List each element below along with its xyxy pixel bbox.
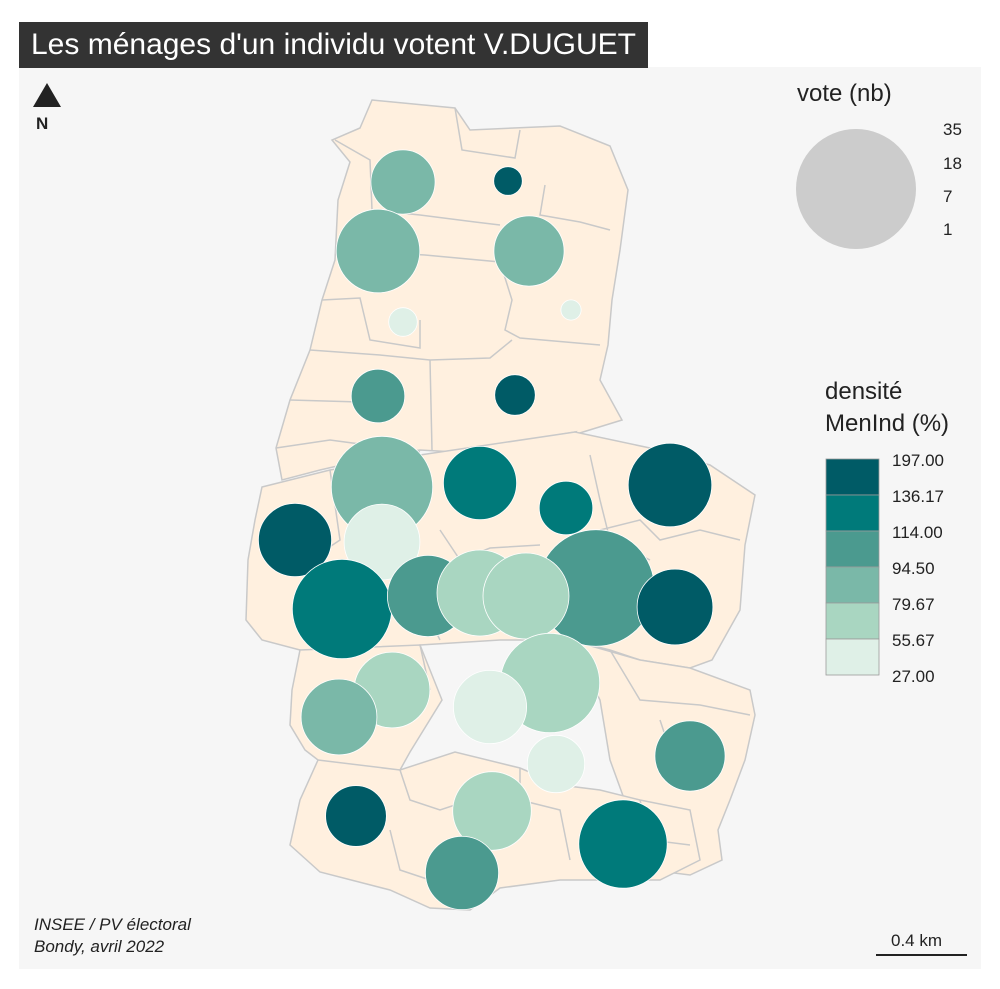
size-legend-value-2: 18 (943, 154, 962, 173)
vote-circle (300, 678, 378, 756)
vote-circle (493, 215, 565, 287)
size-legend-circle (796, 129, 916, 249)
vote-circle (424, 836, 499, 911)
north-arrow-icon (33, 83, 61, 107)
vote-circle (578, 799, 668, 889)
density-break-4: 94.50 (892, 559, 935, 578)
density-legend-title: densité MenInd (%) (825, 376, 949, 440)
vote-circle (388, 307, 418, 337)
source-line-1: INSEE / PV électoral (34, 915, 191, 934)
vote-circle (291, 558, 393, 660)
density-legend-swatch (825, 458, 880, 496)
vote-circle (627, 442, 713, 528)
density-break-3: 114.00 (892, 523, 943, 542)
density-legend-swatch (825, 602, 880, 640)
vote-circle (452, 670, 527, 745)
vote-circle (482, 552, 570, 640)
density-break-7: 27.00 (892, 667, 935, 686)
density-break-6: 55.67 (892, 631, 935, 650)
size-legend-value-4: 1 (943, 220, 953, 239)
vote-circle (452, 771, 532, 851)
vote-circle (636, 568, 714, 646)
vote-circle (493, 166, 523, 196)
density-legend-title-line1: densité (825, 378, 903, 405)
density-legend-swatch (825, 638, 880, 676)
source-line-2: Bondy, avril 2022 (34, 937, 165, 956)
density-break-2: 136.17 (892, 487, 944, 506)
vote-circle (560, 299, 582, 321)
density-legend-boxes (825, 458, 880, 676)
vote-circle (538, 480, 594, 536)
size-legend-value-1: 35 (943, 120, 962, 139)
vote-circle (325, 785, 387, 847)
vote-circle (494, 374, 536, 416)
vote-circle (654, 720, 726, 792)
vote-circle (350, 368, 406, 424)
size-legend-value-3: 7 (943, 187, 953, 206)
scale-label: 0.4 km (891, 931, 943, 950)
map-title: Les ménages d'un individu votent V.DUGUE… (19, 22, 648, 68)
size-legend-title: vote (nb) (797, 80, 892, 107)
size-legend-circles (796, 129, 916, 249)
vote-symbols (257, 149, 726, 911)
density-legend-swatch (825, 530, 880, 568)
vote-circle (257, 502, 332, 577)
vote-circle (370, 149, 436, 215)
vote-circle (526, 734, 586, 794)
district-north (275, 99, 629, 481)
source-note: INSEE / PV électoral Bondy, avril 2022 (34, 914, 191, 958)
density-break-5: 79.67 (892, 595, 935, 614)
density-legend-swatch (825, 494, 880, 532)
vote-circle (442, 445, 517, 520)
density-legend-swatch (825, 566, 880, 604)
north-label: N (36, 114, 49, 133)
vote-circle (335, 208, 421, 294)
density-legend-title-line2: MenInd (%) (825, 410, 950, 437)
density-break-1: 197.00 (892, 451, 944, 470)
